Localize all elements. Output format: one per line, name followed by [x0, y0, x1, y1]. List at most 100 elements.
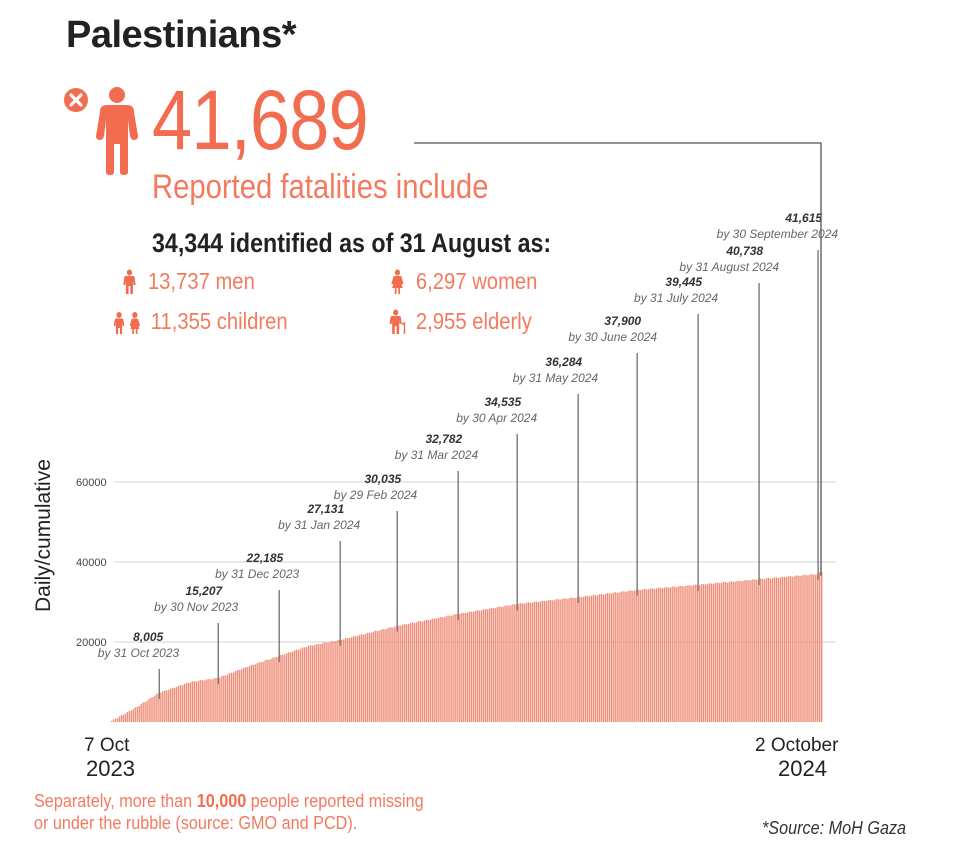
bar-day-165: [435, 618, 437, 722]
bar-day-68: [244, 667, 247, 722]
bar-day-132: [370, 632, 372, 722]
bar-day-41: [191, 681, 194, 722]
bar-day-358: [815, 574, 817, 722]
annotation-value-1: 15,207: [186, 584, 224, 598]
source-note: *Source: MoH Gaza: [762, 818, 907, 838]
bar-day-127: [360, 634, 363, 722]
bar-day-190: [484, 609, 487, 722]
bar-day-142: [390, 627, 392, 722]
bar-day-256: [614, 592, 616, 722]
bar-day-250: [602, 594, 605, 722]
woman-icon: [391, 269, 404, 294]
bar-day-141: [388, 627, 390, 722]
bar-day-147: [400, 625, 402, 722]
bar-day-298: [697, 585, 699, 722]
page-title: Palestinians*: [66, 14, 297, 56]
bar-day-103: [313, 645, 315, 722]
bar-day-200: [504, 605, 506, 722]
bar-day-335: [769, 578, 772, 722]
bar-day-118: [343, 639, 345, 722]
bar-day-249: [600, 593, 603, 722]
bar-day-156: [417, 621, 420, 722]
bar-day-133: [372, 631, 374, 722]
bar-day-334: [767, 577, 770, 722]
bar-day-322: [744, 580, 746, 722]
bar-day-163: [431, 618, 433, 722]
bar-day-0: [111, 720, 113, 722]
bar-day-56: [221, 676, 223, 722]
bar-day-28: [166, 690, 168, 722]
bar-day-196: [496, 607, 498, 722]
bar-day-325: [750, 580, 752, 722]
bar-day-113: [333, 641, 335, 722]
y-axis-label: Daily/cumulative: [32, 459, 55, 612]
bar-day-309: [718, 583, 721, 722]
bar-day-126: [358, 634, 361, 722]
bar-day-269: [640, 590, 642, 722]
bar-day-225: [553, 600, 555, 722]
bar-day-210: [524, 603, 526, 722]
bar-day-64: [236, 670, 239, 722]
bar-day-180: [465, 613, 467, 722]
missing-text-line2: or under the rubble (source: GMO and PCD…: [34, 813, 358, 833]
annotation-date-11: by 30 September 2024: [717, 227, 839, 241]
bar-day-287: [675, 587, 677, 722]
identified-heading: 34,344 identified as of 31 August as:: [152, 228, 552, 258]
bar-day-24: [158, 692, 160, 722]
bar-day-266: [634, 590, 636, 722]
bar-day-182: [468, 611, 471, 722]
bar-day-153: [411, 622, 414, 722]
missing-count: 10,000: [196, 791, 247, 811]
x-badge-icon: [64, 88, 88, 112]
bar-day-23: [156, 693, 158, 722]
bar-day-25: [160, 692, 162, 722]
bar-day-206: [516, 604, 518, 722]
bar-day-271: [644, 588, 646, 722]
bar-day-248: [598, 594, 601, 722]
bar-day-350: [799, 576, 801, 722]
bar-day-211: [526, 602, 528, 722]
bar-day-82: [272, 657, 274, 722]
bar-day-38: [185, 682, 188, 722]
bar-day-66: [240, 669, 243, 722]
bar-day-35: [179, 685, 182, 722]
bar-day-61: [230, 672, 233, 722]
bar-day-321: [742, 581, 744, 722]
bar-day-138: [382, 628, 384, 722]
bar-day-220: [543, 601, 546, 722]
missing-text-pre: Separately, more than: [34, 791, 197, 811]
bar-day-306: [712, 583, 715, 722]
bar-day-197: [498, 606, 500, 722]
bar-day-148: [402, 624, 404, 722]
bar-day-100: [307, 645, 310, 722]
bar-day-268: [638, 589, 640, 722]
missing-text-post: people reported missing: [246, 791, 424, 811]
bar-day-155: [415, 622, 418, 722]
bar-day-257: [616, 592, 618, 722]
bar-day-170: [445, 616, 447, 722]
bar-day-195: [494, 608, 496, 722]
bars: [111, 571, 823, 722]
bar-day-75: [258, 662, 260, 722]
bar-day-274: [649, 588, 652, 722]
elderly-icon: [389, 309, 406, 334]
bar-day-316: [732, 581, 734, 722]
bar-day-159: [423, 620, 426, 722]
bar-day-65: [238, 670, 241, 722]
bar-day-318: [736, 581, 738, 722]
bar-day-317: [734, 581, 736, 722]
bar-day-349: [797, 575, 799, 722]
annotation-value-5: 32,782: [425, 432, 462, 446]
bar-day-124: [354, 636, 357, 722]
bar-day-219: [541, 600, 544, 722]
bar-day-203: [510, 605, 512, 722]
bar-day-305: [710, 583, 713, 722]
bar-day-131: [368, 632, 371, 722]
bar-day-54: [217, 678, 219, 722]
bar-day-152: [409, 622, 412, 722]
bar-day-46: [201, 680, 203, 722]
bar-day-95: [297, 649, 300, 722]
bar-day-242: [586, 595, 589, 722]
bar-day-14: [138, 705, 140, 722]
bar-day-357: [813, 574, 815, 722]
